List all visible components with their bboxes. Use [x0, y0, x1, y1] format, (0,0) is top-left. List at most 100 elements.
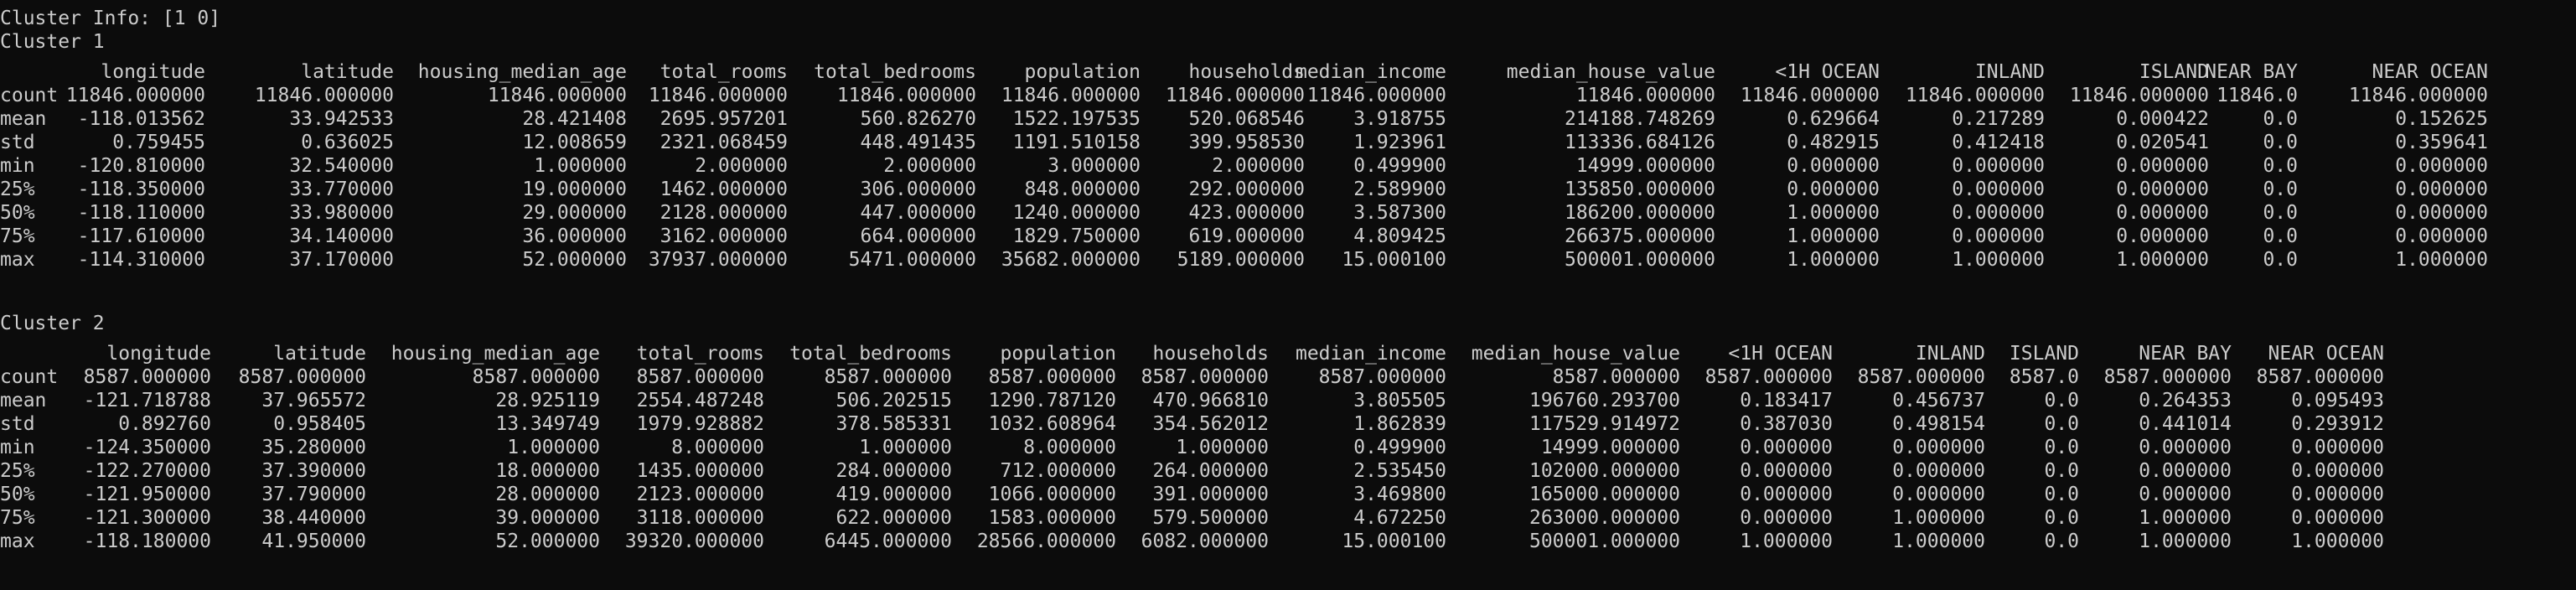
table-cell: 1066.000000: [988, 484, 1116, 505]
table-cell: 196760.293700: [1529, 390, 1680, 411]
table-cell: 6082.000000: [1141, 530, 1269, 552]
table-cell: 0.293912: [2291, 413, 2384, 435]
table-cell: 0.152625: [2395, 108, 2488, 130]
column-header: median_income: [1295, 61, 1446, 83]
table-cell: 15.000100: [1342, 249, 1446, 271]
table-cell: 1.000000: [1892, 530, 1985, 552]
table-cell: 2.535450: [1353, 460, 1446, 482]
table-cell: 712.000000: [1000, 460, 1116, 482]
table-cell: 266375.000000: [1564, 225, 1715, 247]
table-cell: 0.000000: [1952, 202, 2045, 224]
row-label: 75%: [0, 225, 35, 247]
table-cell: 11846.000000: [836, 85, 976, 106]
table-cell: 0.0: [2263, 249, 2298, 271]
table-cell: 36.000000: [522, 225, 627, 247]
table-cell: 8587.000000: [2103, 366, 2232, 388]
table-cell: 1.000000: [859, 437, 952, 458]
table-cell: 33.980000: [289, 202, 394, 224]
table-row: count 11846.000000 11846.000000 11846.00000…: [0, 84, 2576, 107]
table-cell: 378.585331: [835, 413, 952, 435]
row-label: min: [0, 437, 35, 458]
table-cell: 8587.0: [2009, 366, 2079, 388]
table-cell: 113336.684126: [1564, 132, 1715, 153]
table-cell: 52.000000: [522, 249, 627, 271]
column-header: <1H OCEAN: [1775, 61, 1880, 83]
table-row: mean -121.718788 37.965572 28.925119 2554.48…: [0, 389, 2576, 412]
row-label: count: [0, 366, 59, 388]
table-cell: 186200.000000: [1564, 202, 1715, 224]
table-cell: 1.000000: [1176, 437, 1269, 458]
table-cell: 0.000000: [2139, 437, 2232, 458]
column-header: NEAR OCEAN: [2372, 61, 2488, 83]
table-cell: 19.000000: [522, 179, 627, 200]
table-cell: -114.310000: [77, 249, 205, 271]
table-cell: 1.000000: [1787, 249, 1880, 271]
table-cell: 28.925119: [495, 390, 600, 411]
table-cell: 1.000000: [2116, 249, 2209, 271]
table-cell: 1.000000: [1952, 249, 2045, 271]
column-header: median_income: [1295, 343, 1446, 365]
table-cell: 447.000000: [860, 202, 976, 224]
table-cell: 0.000000: [1952, 179, 2045, 200]
table-cell: 0.0: [2044, 437, 2079, 458]
table-cell: 0.000000: [2116, 225, 2209, 247]
table-cell: 306.000000: [860, 179, 976, 200]
table-cell: 0.020541: [2116, 132, 2209, 153]
table-cell: 0.387030: [1740, 413, 1833, 435]
table-cell: 8587.000000: [1141, 366, 1269, 388]
table-cell: 37937.000000: [648, 249, 788, 271]
column-header: longitude: [106, 343, 211, 365]
table-cell: 1.000000: [2139, 530, 2232, 552]
table-cell: 2128.000000: [660, 202, 788, 224]
table-cell: 2321.068459: [660, 132, 788, 153]
table-cell: 37.390000: [261, 460, 366, 482]
column-header: latitude: [273, 343, 366, 365]
table-cell: 8587.000000: [1552, 366, 1680, 388]
table-cell: 470.966810: [1152, 390, 1269, 411]
table-cell: 32.540000: [289, 155, 394, 177]
table-cell: 0.095493: [2291, 390, 2384, 411]
table-cell: 28566.000000: [976, 530, 1116, 552]
table-cell: 165000.000000: [1529, 484, 1680, 505]
table-cell: 28.421408: [522, 108, 627, 130]
table-cell: 1.000000: [1787, 225, 1880, 247]
table-cell: 0.482915: [1787, 132, 1880, 153]
table-cell: 3162.000000: [660, 225, 788, 247]
table-cell: 8587.000000: [636, 366, 764, 388]
column-header: ISLAND: [2139, 61, 2209, 83]
table-cell: 0.000000: [1787, 155, 1880, 177]
table-cell: 1829.750000: [1012, 225, 1141, 247]
table-cell: 8587.000000: [1857, 366, 1985, 388]
table-cell: 0.000000: [2291, 507, 2384, 529]
table-cell: 0.000000: [2395, 179, 2488, 200]
table-cell: 1.000000: [1892, 507, 1985, 529]
table-cell: 579.500000: [1152, 507, 1269, 529]
table-cell: 0.0: [2044, 484, 2079, 505]
table-cell: 3.587300: [1353, 202, 1446, 224]
table-row: max -114.310000 37.170000 52.000000 37937.00…: [0, 248, 2576, 272]
table-cell: 1.923961: [1353, 132, 1446, 153]
table-cell: 102000.000000: [1529, 460, 1680, 482]
column-header: median_house_value: [1471, 343, 1680, 365]
row-label: 50%: [0, 202, 35, 224]
column-header: NEAR OCEAN: [2268, 343, 2384, 365]
table-cell: 0.0: [2044, 460, 2079, 482]
table-cell: -118.350000: [77, 179, 205, 200]
table-cell: 520.068546: [1188, 108, 1305, 130]
table-cell: 3118.000000: [636, 507, 764, 529]
table-cell: 3.469800: [1353, 484, 1446, 505]
table-cell: 2695.957201: [660, 108, 788, 130]
table-row: 25% -122.270000 37.390000 18.000000 1435.000…: [0, 459, 2576, 483]
table-cell: 0.0: [2263, 202, 2298, 224]
cluster-2-title: Cluster 2: [0, 313, 105, 334]
table-cell: 0.000000: [2116, 202, 2209, 224]
table-header-row: longitude latitude housing_median_age total…: [0, 60, 2576, 84]
table-row: 75% -117.610000 34.140000 36.000000 3162.000…: [0, 225, 2576, 248]
table-cell: 0.0: [2263, 225, 2298, 247]
table-cell: 500001.000000: [1564, 249, 1715, 271]
row-label: mean: [0, 390, 47, 411]
table-cell: 34.140000: [289, 225, 394, 247]
table-cell: 0.000000: [1740, 484, 1833, 505]
table-header-row: longitude latitude housing_median_age total…: [0, 342, 2576, 365]
table-cell: 8587.000000: [2256, 366, 2384, 388]
